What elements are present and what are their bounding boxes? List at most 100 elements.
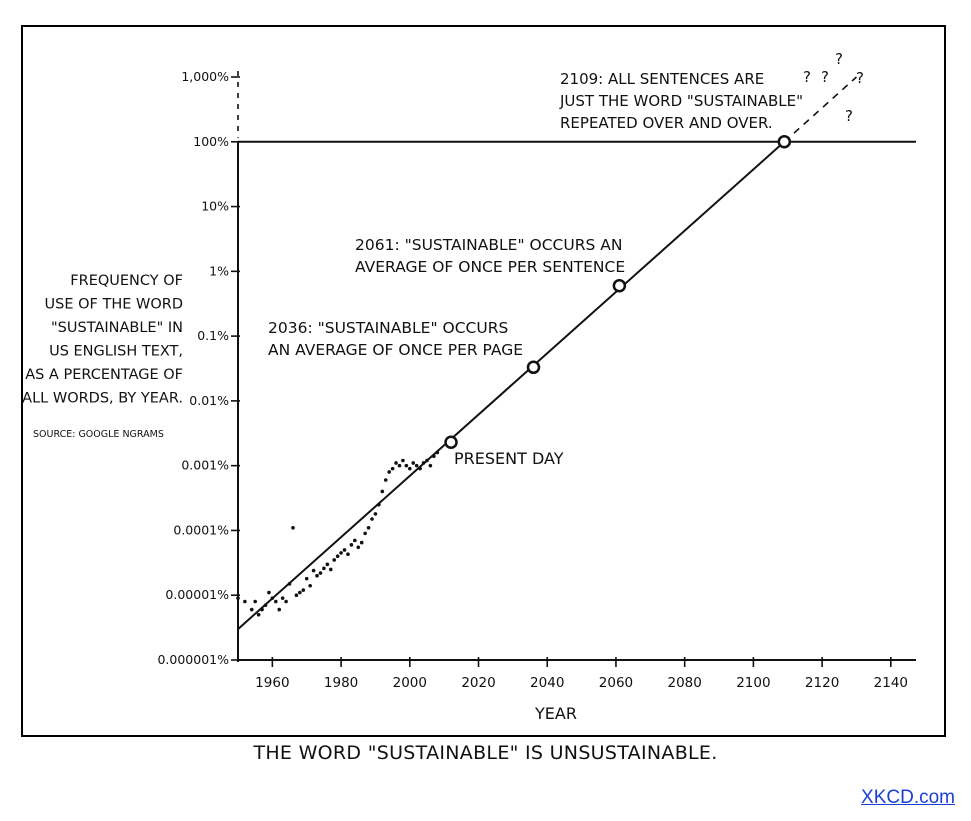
x-tick-label: 2060: [599, 675, 633, 691]
source-note: SOURCE: GOOGLE NGRAMS: [33, 429, 164, 440]
data-point: [353, 538, 357, 543]
x-tick-label: 2040: [530, 675, 564, 691]
data-point: [277, 607, 282, 612]
milestone-label-line: AN AVERAGE OF ONCE PER PAGE: [268, 341, 523, 359]
data-point: [435, 450, 440, 455]
data-point: [308, 583, 312, 588]
x-tick-label: 1980: [324, 675, 358, 691]
milestone-marker: [777, 135, 792, 149]
data-point: [363, 531, 367, 536]
data-point: [401, 458, 405, 463]
data-point: [236, 596, 240, 600]
y-tick-label: 0.00001%: [165, 587, 229, 602]
y-axis-label-line: USE OF THE WORD: [45, 297, 183, 313]
data-point: [280, 596, 285, 600]
data-point: [349, 543, 354, 547]
x-tick-label: 1960: [255, 675, 289, 691]
data-point: [414, 463, 419, 468]
data-point: [287, 582, 292, 586]
data-point: [342, 548, 347, 552]
data-point: [298, 590, 302, 595]
xkcd-link[interactable]: XKCD.com: [861, 787, 955, 808]
x-tick-label: 2020: [461, 675, 495, 691]
data-point: [383, 478, 388, 482]
data-point: [370, 517, 374, 521]
data-point: [273, 599, 278, 604]
milestone-marker: [612, 278, 627, 293]
data-point: [421, 461, 426, 465]
data-point: [332, 558, 337, 562]
data-point: [377, 502, 381, 507]
y-tick-label: 1%: [209, 263, 229, 278]
data-point: [339, 551, 343, 555]
data-point: [263, 603, 268, 608]
milestone-label-line: AVERAGE OF ONCE PER SENTENCE: [355, 258, 625, 276]
data-point: [394, 461, 398, 465]
data-point: [294, 593, 299, 598]
data-point: [311, 568, 316, 573]
data-point: [411, 461, 416, 465]
data-point: [366, 525, 371, 530]
y-tick-label: 0.0001%: [173, 522, 229, 537]
data-point: [253, 599, 257, 604]
chart-svg: 0.000001% 0.00001% 0.0001% 0.001% 0.01% 0.1% 1…: [23, 50, 916, 723]
y-axis-label-line: FREQUENCY OF: [70, 273, 183, 289]
data-point: [284, 599, 288, 604]
data-point: [260, 607, 264, 612]
question-mark: ?: [845, 107, 853, 125]
data-point: [267, 590, 271, 595]
data-point: [359, 540, 364, 545]
milestone-label-line: 2036: "SUSTAINABLE" OCCURS: [268, 319, 508, 337]
data-point: [428, 463, 433, 468]
x-tick-label: 2000: [393, 675, 427, 691]
data-point: [301, 588, 306, 592]
y-axis-label-line: US ENGLISH TEXT,: [49, 344, 183, 360]
data-point: [387, 470, 391, 474]
x-tick-label: 2100: [736, 675, 770, 691]
data-point: [270, 596, 275, 600]
data-point: [380, 489, 385, 494]
y-tick-label: 0.001%: [181, 458, 229, 473]
y-axis-label-line: AS A PERCENTAGE OF: [25, 367, 183, 383]
data-point: [404, 463, 409, 468]
data-point: [325, 562, 330, 567]
data-point: [304, 576, 309, 581]
data-point: [243, 599, 247, 604]
data-point: [322, 566, 326, 571]
comic-panel: 0.000001% 0.00001% 0.0001% 0.001% 0.01% 0.1% 1…: [21, 25, 946, 737]
milestone-label-line: JUST THE WORD "SUSTAINABLE": [559, 92, 803, 110]
y-tick-label: 0.01%: [189, 393, 229, 408]
y-tick-label: 0.1%: [197, 328, 229, 343]
data-point: [318, 571, 323, 575]
data-point: [407, 466, 412, 471]
milestone-label-line: REPEATED OVER AND OVER.: [560, 114, 773, 132]
milestone-label-line: 2061: "SUSTAINABLE" OCCURS AN: [355, 236, 622, 254]
data-point: [291, 525, 295, 530]
y-axis-label-line: "SUSTAINABLE" IN: [51, 320, 183, 336]
milestone-label-line: 2109: ALL SENTENCES ARE: [560, 70, 764, 88]
comic-caption: THE WORD "SUSTAINABLE" IS UNSUSTAINABLE.: [253, 742, 718, 764]
data-point: [346, 552, 350, 556]
y-tick-label: 0.000001%: [157, 652, 229, 667]
y-tick-label: 1,000%: [181, 69, 229, 84]
data-point: [432, 454, 436, 459]
data-point: [397, 463, 402, 468]
data-point: [373, 512, 378, 516]
data-point: [418, 466, 422, 471]
question-mark: ?: [856, 69, 864, 87]
x-tick-label: 2080: [667, 675, 701, 691]
x-axis-label: YEAR: [534, 704, 577, 723]
question-mark: ?: [835, 50, 843, 68]
milestone-marker: [526, 360, 541, 375]
data-point: [335, 554, 340, 559]
data-point: [249, 607, 254, 612]
x-tick-label: 2120: [805, 675, 839, 691]
data-point: [328, 567, 333, 572]
question-mark: ?: [821, 68, 829, 86]
data-point: [356, 545, 361, 550]
data-point: [315, 573, 319, 578]
data-point: [425, 458, 429, 463]
data-point: [390, 466, 395, 471]
y-axis-label-line: ALL WORDS, BY YEAR.: [23, 391, 183, 407]
trend-line: [237, 141, 785, 630]
